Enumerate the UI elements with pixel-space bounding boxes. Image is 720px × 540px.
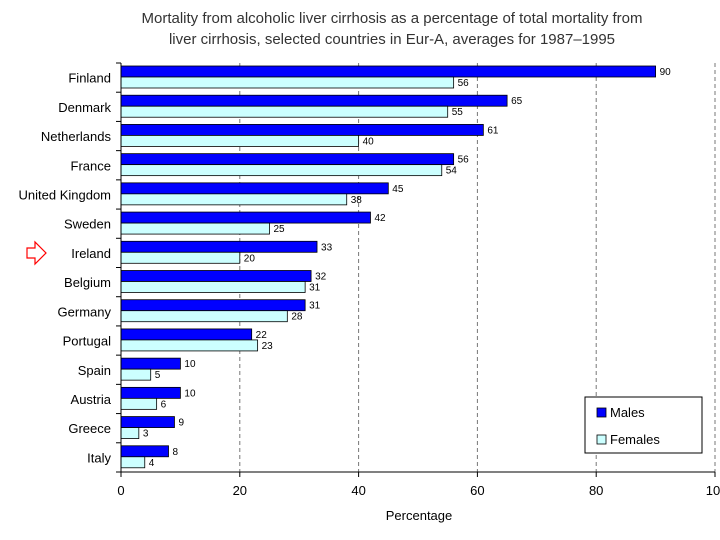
data-label-females-spain: 5 [155,370,161,381]
data-label-males-denmark: 65 [511,96,523,107]
bar-females-ireland [120,251,241,264]
category-label-spain: Spain [78,363,111,378]
bar-females-spain [120,368,152,381]
bar-males-germany [120,299,306,312]
gridlines [239,63,716,472]
legend-swatch-males [596,407,607,418]
x-axis-title: Percentage [386,508,453,523]
bar-males-austria [120,386,181,399]
bar-females-netherlands [120,135,360,147]
bar-females-italy [120,456,146,469]
bar-males-france [120,153,455,166]
bar-females-portugal [120,339,259,352]
data-label-females-austria: 6 [161,399,167,410]
tick-label-0: 0 [117,483,124,498]
category-label-italy: Italy [87,450,111,465]
bar-males-united-kingdom [120,182,389,195]
chart-title-line-2: liver cirrhosis, selected countries in E… [169,31,615,48]
value-axis: 0 20 40 60 80 10 [117,471,720,498]
bar-females-france [120,164,443,177]
tick-label-1: 20 [233,483,247,498]
data-label-males-austria: 10 [184,388,196,399]
data-label-males-spain: 10 [184,359,196,370]
data-label-females-netherlands: 40 [363,136,375,147]
category-label-austria: Austria [71,392,112,407]
bar-females-greece [120,427,140,439]
data-label-females-greece: 3 [143,429,149,440]
data-label-males-ireland: 33 [321,242,333,253]
data-label-females-finland: 56 [458,78,470,89]
category-label-france: France [71,158,111,173]
data-label-males-sweden: 42 [374,213,386,224]
chart-title-line-1: Mortality from alcoholic liver cirrhosis… [141,10,642,27]
bar-males-belgium [120,270,312,282]
bar-males-finland [120,65,656,78]
bar-females-germany [120,310,288,323]
bar-females-sweden [120,222,270,235]
bar-males-sweden [120,211,371,224]
bar-females-austria [120,397,158,410]
data-label-males-finland: 90 [660,67,672,78]
data-label-females-france: 54 [446,166,458,177]
tick-label-4: 80 [589,483,603,498]
data-label-males-italy: 8 [173,447,179,458]
legend-swatch-females [596,434,607,445]
bar-males-portugal [120,328,253,341]
data-label-females-sweden: 25 [274,224,286,235]
chart-title: Mortality from alcoholic liver cirrhosis… [141,10,642,48]
category-axis: Finland Denmark Netherlands France United Ki… [19,62,122,473]
category-label-ireland: Ireland [71,246,111,261]
data-label-females-united-kingdom: 38 [351,195,363,206]
tick-label-2: 40 [351,483,365,498]
data-label-males-netherlands: 61 [487,125,499,136]
bar-females-finland [120,76,455,89]
data-label-males-united-kingdom: 45 [392,184,404,195]
highlight-arrow-icon [26,240,47,266]
data-labels: 9056655561405654453842253320323131282223… [143,67,671,469]
legend-label-females: Females [610,432,660,447]
tick-label-5: 10 [706,483,720,498]
bar-females-denmark [120,105,449,118]
category-label-sweden: Sweden [64,217,111,232]
category-label-united-kingdom: United Kingdom [19,187,112,202]
data-label-males-germany: 31 [309,301,321,312]
data-label-males-portugal: 22 [256,330,268,341]
category-label-denmark: Denmark [58,100,111,115]
category-label-belgium: Belgium [64,275,111,290]
bar-males-italy [120,445,169,458]
data-label-females-denmark: 55 [452,107,464,118]
bar-males-spain [120,357,181,370]
data-label-females-belgium: 31 [309,283,321,294]
legend: Males Females [584,396,703,454]
bar-males-greece [120,416,175,428]
data-label-females-germany: 28 [291,312,303,323]
category-label-greece: Greece [68,421,111,436]
data-label-females-portugal: 23 [262,341,274,352]
tick-label-3: 60 [470,483,484,498]
bar-males-ireland [120,240,318,253]
bars [120,65,656,469]
data-label-females-italy: 4 [149,458,155,469]
legend-label-males: Males [610,405,645,420]
bar-females-united-kingdom [120,193,348,206]
data-label-males-belgium: 32 [315,272,327,283]
category-label-germany: Germany [58,304,112,319]
data-label-males-france: 56 [458,155,470,166]
data-label-males-greece: 9 [178,418,184,429]
bar-males-denmark [120,94,508,107]
data-label-females-ireland: 20 [244,253,256,264]
category-label-netherlands: Netherlands [41,129,112,144]
bar-females-belgium [120,281,306,293]
category-label-portugal: Portugal [63,334,112,349]
category-label-finland: Finland [68,71,111,86]
bar-males-netherlands [120,124,484,136]
